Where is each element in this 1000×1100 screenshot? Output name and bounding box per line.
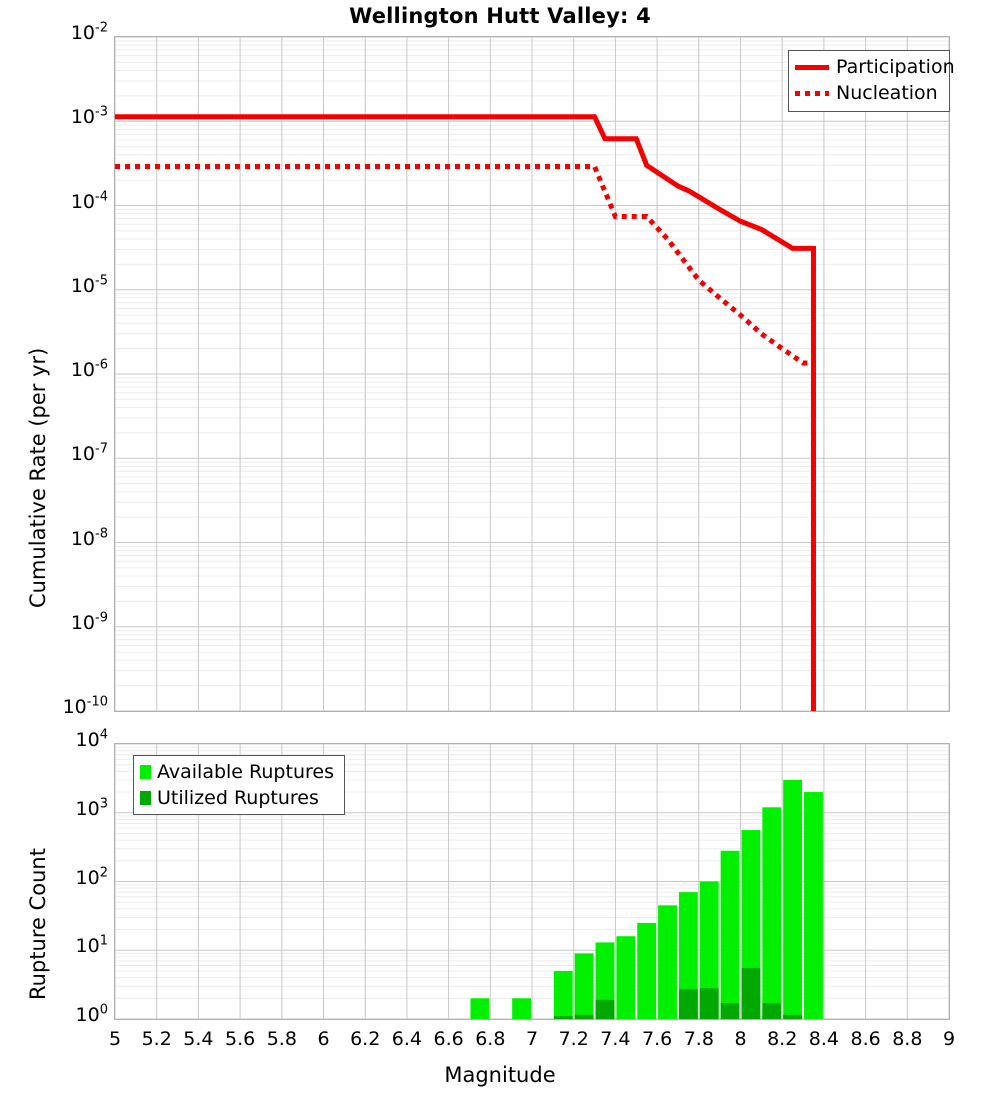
legend-entry-participation: Participation [795,54,955,80]
series-nucleation-line [115,164,816,711]
legend-entry-nucleation: Nucleation [795,80,943,106]
legend-label-nucleation: Nucleation [836,82,938,104]
legend-entry-available-ruptures: Available Ruptures [140,759,338,785]
rupture-count-histogram [115,744,949,1019]
top-y-tick--3: 10-3 [70,104,108,129]
top-panel-y-axis-label: Cumulative Rate (per yr) [26,347,50,608]
top-y-tick--2: 10-2 [70,20,108,44]
available-rupture-bar [553,970,573,1019]
available-rupture-bar [637,922,657,1019]
available-rupture-bar [762,807,782,1019]
utilized-rupture-bar [574,1014,594,1019]
x-tick-7.4: 7.4 [600,1028,631,1050]
bottom-y-tick-1: 101 [75,933,108,958]
top-y-tick--5: 10-5 [70,273,108,297]
x-tick-7.8: 7.8 [683,1028,714,1050]
nucleation-line-swatch-icon [795,90,829,96]
x-tick-8.4: 8.4 [808,1028,839,1050]
utilized-ruptures-swatch-icon [140,791,151,805]
available-rupture-bar [658,905,677,1019]
top-y-tick--9: 10-9 [70,610,108,634]
x-tick-5: 5 [108,1028,122,1050]
x-axis-label: Magnitude [444,1063,556,1087]
legend-label-participation: Participation [836,56,955,78]
top-panel-legend: Participation Nucleation [788,50,955,112]
x-tick-9: 9 [942,1028,956,1050]
bottom-y-tick-4: 104 [75,727,108,751]
available-rupture-bar [783,779,803,1019]
x-tick-8.8: 8.8 [892,1028,923,1050]
x-tick-8: 8 [734,1028,747,1050]
top-vertical-gridlines [115,37,949,711]
bottom-y-tick-2: 102 [75,865,108,889]
x-tick-5.2: 5.2 [141,1028,172,1050]
available-rupture-bar [804,792,823,1019]
legend-label-utilized-ruptures: Utilized Ruptures [157,787,319,809]
bottom-panel-plot-area [114,743,950,1020]
available-rupture-bar [470,998,490,1019]
utilized-rupture-bar [720,1003,740,1019]
top-panel-plot-area [114,36,950,712]
series-participation-line [115,114,816,711]
bottom-vertical-gridlines [115,744,949,1019]
cumulative-rate-plot [115,37,949,711]
utilized-rupture-bar [762,1003,782,1019]
legend-entry-utilized-ruptures: Utilized Ruptures [140,785,338,811]
x-tick-7.6: 7.6 [641,1028,673,1050]
top-y-tick--8: 10-8 [70,526,108,550]
histogram-bars [470,779,823,1019]
available-ruptures-swatch-icon [140,765,151,779]
x-tick-6: 6 [317,1028,330,1050]
top-y-tick--6: 10-6 [70,357,108,381]
x-tick-5.8: 5.8 [266,1028,297,1050]
x-tick-6.4: 6.4 [391,1028,422,1050]
utilized-rupture-bar [783,1014,803,1019]
available-rupture-bar [512,998,531,1019]
available-rupture-bar [720,850,740,1019]
utilized-rupture-bar [699,988,719,1019]
legend-label-available-ruptures: Available Ruptures [157,761,334,783]
bottom-y-tick-0: 100 [75,1002,108,1026]
x-tick-7.2: 7.2 [558,1028,589,1050]
top-y-tick--4: 10-4 [70,189,108,213]
available-rupture-bar [574,953,594,1019]
x-tick-6.8: 6.8 [475,1028,506,1050]
bottom-panel-legend: Available Ruptures Utilized Ruptures [133,755,345,815]
utilized-rupture-bar [678,989,698,1019]
available-rupture-bar [616,936,636,1019]
x-tick-5.6: 5.6 [224,1028,256,1050]
x-tick-8.2: 8.2 [767,1028,798,1050]
bottom-y-tick-3: 103 [75,796,108,820]
x-tick-5.4: 5.4 [183,1028,214,1050]
utilized-rupture-bar [741,968,761,1019]
x-tick-6.2: 6.2 [350,1028,381,1050]
top-y-tick--10: 10-10 [62,694,108,718]
x-tick-6.6: 6.6 [433,1028,464,1050]
available-rupture-bar [699,881,719,1019]
available-rupture-bar [678,892,698,1019]
chart-title: Wellington Hutt Valley: 4 [349,4,651,28]
top-y-tick--7: 10-7 [70,441,108,466]
x-tick-8.6: 8.6 [850,1028,881,1050]
utilized-rupture-bar [553,1016,573,1019]
x-tick-7: 7 [525,1028,539,1050]
participation-line-swatch-icon [795,64,829,70]
utilized-rupture-bar [595,999,615,1019]
